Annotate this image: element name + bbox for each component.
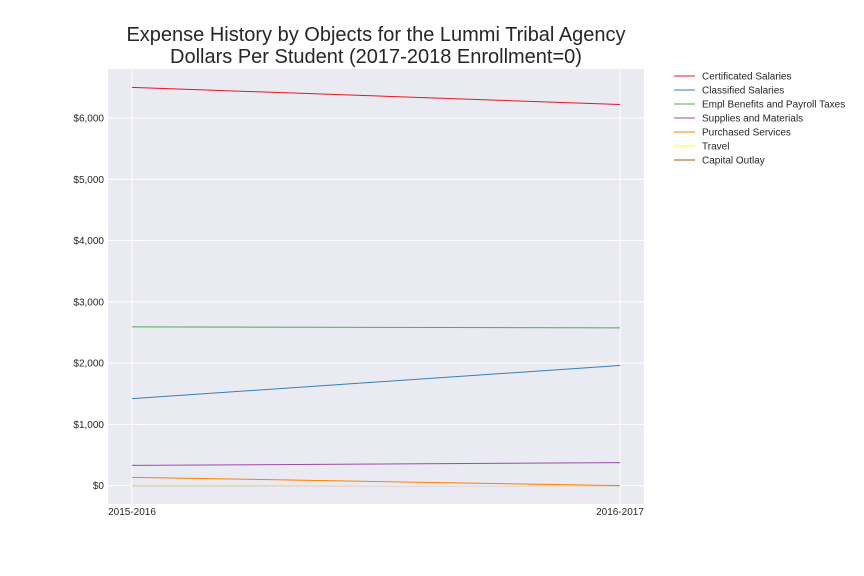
legend-item: Classified Salaries — [674, 86, 784, 97]
y-tick-label: $4,000 — [73, 236, 104, 247]
y-tick-label: $3,000 — [73, 297, 104, 308]
y-tick-label: $0 — [93, 481, 105, 492]
legend-label: Supplies and Materials — [702, 114, 803, 125]
x-tick-label: 2016-2017 — [596, 507, 644, 518]
x-tick-label: 2015-2016 — [108, 507, 156, 518]
series-line — [131, 476, 621, 487]
legend-label: Empl Benefits and Payroll Taxes — [702, 100, 845, 111]
series-line — [131, 326, 621, 329]
legend-label: Classified Salaries — [702, 86, 784, 97]
y-tick-label: $5,000 — [73, 175, 104, 186]
y-axis-ticks: $0 $1,000 $2,000 $3,000 $4,000 $5,000 $6,000 — [73, 114, 104, 493]
chart-title: Expense History by Objects for the Lummi… — [126, 24, 625, 68]
legend-item: Empl Benefits and Payroll Taxes — [674, 100, 845, 111]
series-lines — [131, 86, 621, 487]
legend-item: Supplies and Materials — [674, 114, 803, 125]
legend-label: Certificated Salaries — [702, 72, 791, 83]
series-line — [131, 86, 621, 106]
legend-item: Certificated Salaries — [674, 72, 791, 83]
chart-subtitle-line: Dollars Per Student (2017-2018 Enrollmen… — [170, 46, 582, 68]
y-tick-label: $6,000 — [73, 114, 104, 125]
series-line — [131, 462, 621, 466]
plot-area — [108, 69, 644, 504]
x-axis-ticks: 2015-2016 2016-2017 — [108, 507, 644, 518]
legend-item: Capital Outlay — [674, 156, 765, 167]
legend: Certificated Salaries Classified Salaries… — [674, 72, 845, 167]
y-tick-label: $1,000 — [73, 420, 104, 431]
legend-label: Purchased Services — [702, 128, 791, 139]
legend-label: Travel — [702, 142, 729, 153]
series-line — [131, 365, 621, 400]
legend-label: Capital Outlay — [702, 156, 765, 167]
legend-item: Travel — [674, 142, 729, 153]
chart-title-line: Expense History by Objects for the Lummi… — [126, 24, 625, 46]
y-tick-label: $2,000 — [73, 359, 104, 370]
legend-item: Purchased Services — [674, 128, 791, 139]
grid-lines — [108, 69, 644, 504]
